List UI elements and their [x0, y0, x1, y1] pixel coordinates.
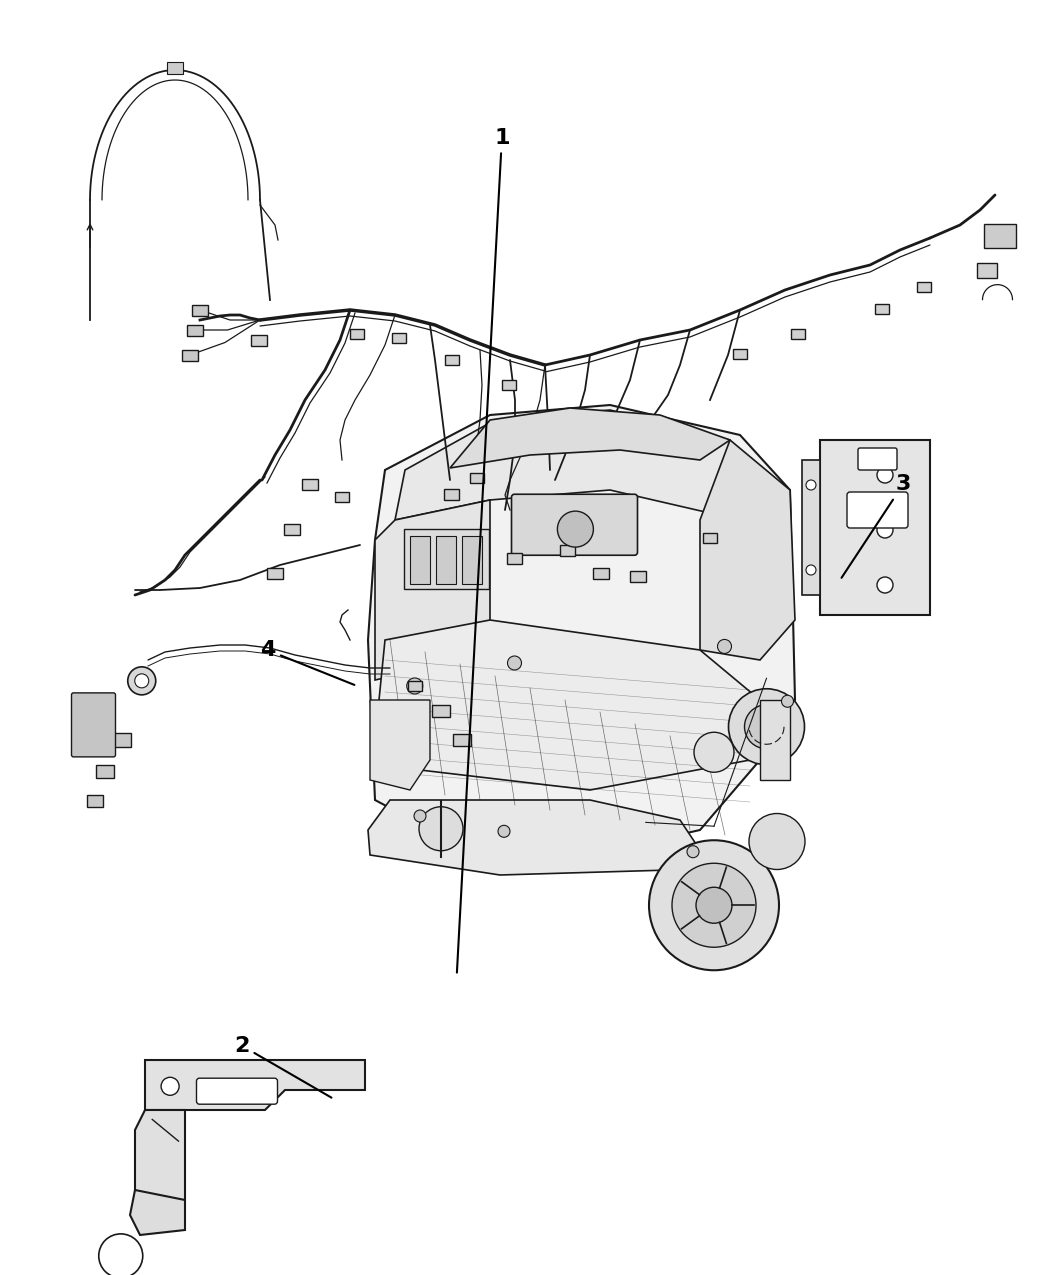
Bar	[335, 492, 350, 502]
Circle shape	[729, 688, 804, 765]
Bar	[267, 569, 284, 579]
Circle shape	[99, 1234, 143, 1275]
Bar	[407, 681, 422, 691]
Bar	[791, 329, 805, 339]
Bar	[301, 479, 318, 490]
Bar	[453, 733, 471, 746]
Bar	[284, 524, 300, 534]
Circle shape	[877, 578, 892, 593]
Circle shape	[128, 667, 155, 695]
Circle shape	[134, 674, 149, 687]
Polygon shape	[130, 1190, 185, 1235]
Circle shape	[414, 810, 426, 822]
Bar	[392, 333, 406, 343]
Circle shape	[806, 565, 816, 575]
Bar	[469, 473, 484, 483]
FancyBboxPatch shape	[511, 495, 637, 555]
Circle shape	[672, 863, 756, 947]
Polygon shape	[135, 1111, 185, 1215]
Bar	[976, 263, 997, 278]
Bar	[733, 349, 748, 360]
FancyBboxPatch shape	[71, 692, 116, 757]
Bar	[187, 325, 203, 335]
Polygon shape	[368, 405, 795, 856]
Polygon shape	[370, 700, 430, 790]
Bar	[192, 305, 208, 315]
Circle shape	[781, 695, 794, 708]
Bar	[251, 335, 268, 346]
Bar	[592, 569, 609, 579]
Bar	[820, 440, 930, 615]
Bar	[984, 224, 1015, 247]
Polygon shape	[450, 408, 730, 468]
Polygon shape	[145, 1060, 365, 1111]
Bar	[802, 460, 820, 595]
Bar	[560, 546, 574, 556]
Bar	[507, 553, 522, 564]
Bar	[96, 765, 114, 778]
Bar	[436, 536, 456, 584]
Bar	[404, 529, 489, 589]
FancyBboxPatch shape	[196, 1079, 277, 1104]
Bar	[462, 536, 482, 584]
Circle shape	[687, 845, 699, 858]
Bar	[875, 303, 889, 314]
Circle shape	[806, 479, 816, 490]
Bar	[444, 490, 459, 500]
Bar	[702, 533, 717, 543]
Bar	[350, 329, 364, 339]
Circle shape	[877, 467, 892, 483]
Bar	[110, 733, 131, 746]
Bar	[167, 62, 183, 74]
Circle shape	[717, 640, 732, 653]
Circle shape	[161, 1077, 180, 1095]
Bar	[630, 571, 647, 581]
Circle shape	[498, 825, 510, 838]
Polygon shape	[395, 411, 750, 520]
Circle shape	[749, 813, 805, 870]
Bar	[86, 794, 103, 807]
Circle shape	[694, 732, 734, 773]
FancyBboxPatch shape	[858, 448, 897, 470]
Bar	[182, 349, 198, 361]
Circle shape	[877, 521, 892, 538]
Text: 4: 4	[260, 640, 355, 685]
Bar	[502, 380, 517, 390]
Polygon shape	[760, 700, 790, 780]
Circle shape	[649, 840, 779, 970]
Text: 3: 3	[841, 474, 910, 578]
Polygon shape	[700, 440, 795, 660]
FancyBboxPatch shape	[847, 492, 908, 528]
Bar	[432, 705, 450, 718]
Circle shape	[419, 807, 463, 850]
Circle shape	[744, 705, 789, 748]
Bar	[917, 282, 931, 292]
Polygon shape	[375, 500, 490, 680]
Circle shape	[558, 511, 593, 547]
Text: 2: 2	[234, 1035, 332, 1098]
Polygon shape	[368, 799, 700, 875]
Text: 1: 1	[457, 128, 509, 973]
Circle shape	[696, 887, 732, 923]
Circle shape	[507, 657, 522, 669]
Polygon shape	[375, 620, 760, 790]
Circle shape	[406, 678, 423, 694]
Bar	[410, 536, 429, 584]
Bar	[444, 354, 459, 365]
